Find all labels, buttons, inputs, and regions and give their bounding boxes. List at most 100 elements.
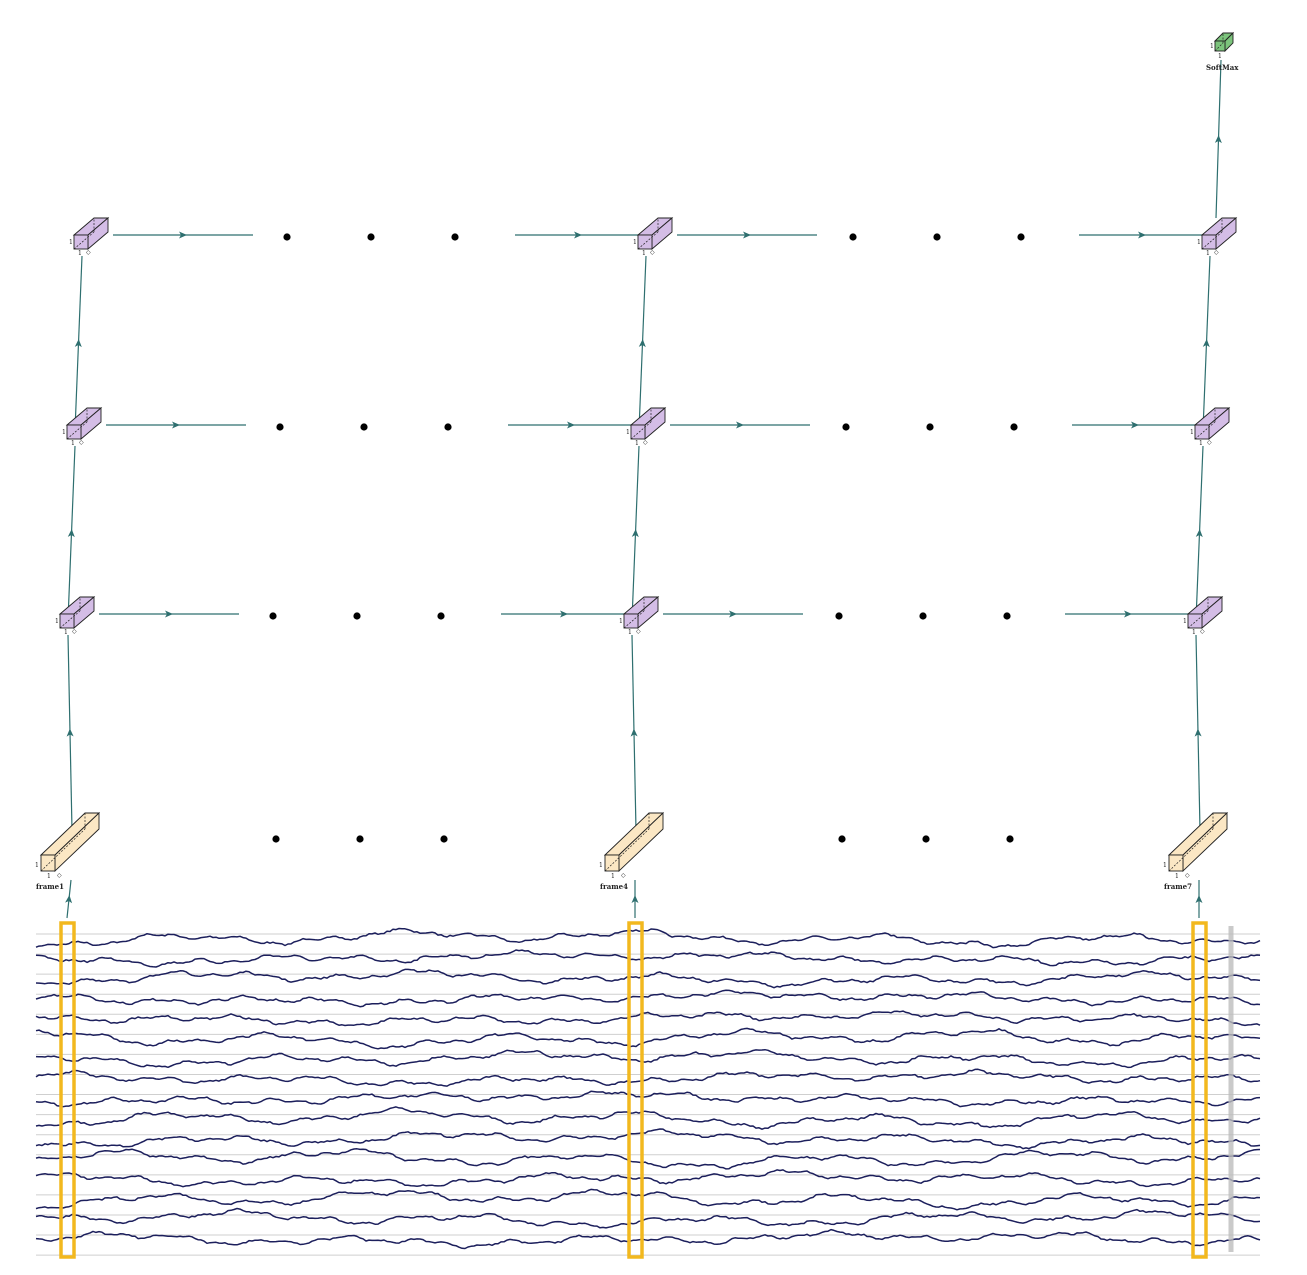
- eeg-channel-trace: [35, 1128, 1261, 1150]
- box-hidden-edge: [643, 596, 658, 611]
- eeg-channel-trace: [35, 1228, 1261, 1250]
- softmax-dim: 1: [1218, 53, 1222, 60]
- eeg-channel-trace: [35, 1048, 1261, 1069]
- arrowhead-icon: [631, 529, 639, 538]
- frame-window-highlight: [627, 921, 644, 1259]
- box-hidden-edge: [1207, 596, 1222, 611]
- ellipsis-dot: [919, 612, 927, 620]
- eeg-signal-panel: [35, 921, 1261, 1259]
- ellipsis-dot: [922, 835, 930, 843]
- box-hidden-edge: [1221, 217, 1236, 232]
- box-front-face: [623, 613, 639, 629]
- arrowhead-icon: [1124, 610, 1132, 618]
- lstm-cell-dim: 1: [1197, 239, 1201, 246]
- box-hidden-edge: [630, 421, 652, 440]
- lstm-cell-dim: 1: [1183, 618, 1187, 625]
- box-hidden-edge: [79, 596, 94, 611]
- box-hidden-edge: [650, 407, 665, 422]
- arrowhead-icon: [574, 231, 582, 239]
- ellipsis-dot: [437, 612, 445, 620]
- frame-label: frame1: [36, 882, 64, 891]
- softmax-dim: 1: [1210, 43, 1214, 50]
- box-hidden-edge: [66, 421, 88, 440]
- arrowhead-icon: [631, 895, 639, 903]
- lstm-cell-dim: 1: [635, 440, 639, 447]
- arrowhead-icon: [638, 339, 646, 348]
- ellipsis-dot: [842, 423, 850, 431]
- lstm-cell-dim: 1: [626, 429, 630, 436]
- arrowhead-icon: [65, 895, 73, 904]
- eeg-channel-trace: [35, 1106, 1261, 1130]
- eeg-channel-trace: [35, 1010, 1261, 1027]
- ellipsis-dot: [356, 835, 364, 843]
- box-front-face: [40, 854, 56, 872]
- box-hidden-edge: [93, 217, 108, 232]
- ellipsis-dot: [276, 423, 284, 431]
- lstm-cell-dim: 1: [1206, 250, 1210, 257]
- box-hidden-edge: [623, 610, 645, 629]
- lstm-cell-marker: ◇: [72, 628, 77, 635]
- eeg-channel-trace: [35, 1148, 1261, 1170]
- ellipsis-dot: [1010, 423, 1018, 431]
- frame-label: frame7: [1164, 882, 1192, 891]
- lstm-cell: 11 ◇: [62, 407, 103, 447]
- ellipsis-dot: [353, 612, 361, 620]
- box-front-face: [1201, 234, 1217, 250]
- box-hidden-edge: [1212, 812, 1227, 829]
- ellipsis-dot: [1003, 612, 1011, 620]
- lstm-cell-dim: 1: [1199, 440, 1203, 447]
- frame-block-2: 1 1 ◇ frame4: [599, 811, 665, 891]
- arrowhead-icon: [67, 529, 75, 538]
- arrowhead-icon: [1195, 529, 1203, 538]
- frame-dim: 1: [599, 862, 603, 869]
- arrowhead-icon: [1194, 728, 1202, 737]
- lstm-cell: 11 ◇: [1197, 217, 1238, 257]
- box-hidden-edge: [86, 407, 101, 422]
- eeg-channel-trace: [35, 1090, 1261, 1108]
- frame-dim: 1: [611, 873, 615, 880]
- box-hidden-edge: [40, 828, 86, 872]
- lstm-cell: 11 ◇: [626, 407, 667, 447]
- frame-marker: ◇: [57, 872, 62, 879]
- lstm-cell-dim: 1: [62, 429, 66, 436]
- lstm-cell-dim: 1: [1190, 429, 1194, 436]
- lstm-cell-marker: ◇: [650, 249, 655, 256]
- arrowhead-icon: [630, 728, 638, 737]
- ellipsis-dot: [444, 423, 452, 431]
- lstm-cell: 11 ◇: [1183, 596, 1224, 636]
- ellipsis-dot: [849, 233, 857, 241]
- frame-block-3: 1 1 ◇ frame7: [1163, 811, 1229, 891]
- eeg-channel-trace: [35, 1188, 1261, 1211]
- box-hidden-edge: [1168, 828, 1214, 872]
- arrowhead-icon: [736, 421, 744, 429]
- box-front-face: [604, 854, 620, 872]
- frame-label: frame4: [600, 882, 628, 891]
- frame-marker: ◇: [1185, 872, 1190, 879]
- lstm-cell: 11 ◇: [619, 596, 660, 636]
- box-hidden-edge: [1201, 231, 1223, 250]
- eeg-channel-trace: [35, 1207, 1261, 1229]
- frame-dim: 1: [35, 862, 39, 869]
- eeg-channel-trace: [35, 1169, 1261, 1188]
- lstm-cell-dim: 1: [619, 618, 623, 625]
- ellipsis-dot: [451, 233, 459, 241]
- box-front-face: [73, 234, 89, 250]
- ellipsis-dots: [269, 233, 1025, 843]
- box-front-face: [1168, 854, 1184, 872]
- ellipsis-dot: [360, 423, 368, 431]
- eeg-channel-trace: [35, 1027, 1261, 1050]
- arrowhead-icon: [66, 728, 74, 737]
- arrowhead-icon: [743, 231, 751, 239]
- ellipsis-dot: [1006, 835, 1014, 843]
- lstm-cell-marker: ◇: [1214, 249, 1219, 256]
- arrowhead-icon: [74, 339, 82, 348]
- box-hidden-edge: [657, 217, 672, 232]
- box-front-face: [637, 234, 653, 250]
- box-hidden-edge: [1214, 42, 1224, 52]
- softmax-label: SoftMax: [1206, 63, 1239, 72]
- frame-dim: 1: [1163, 862, 1167, 869]
- arrowhead-icon: [1138, 231, 1146, 239]
- arrowhead-icon: [567, 421, 575, 429]
